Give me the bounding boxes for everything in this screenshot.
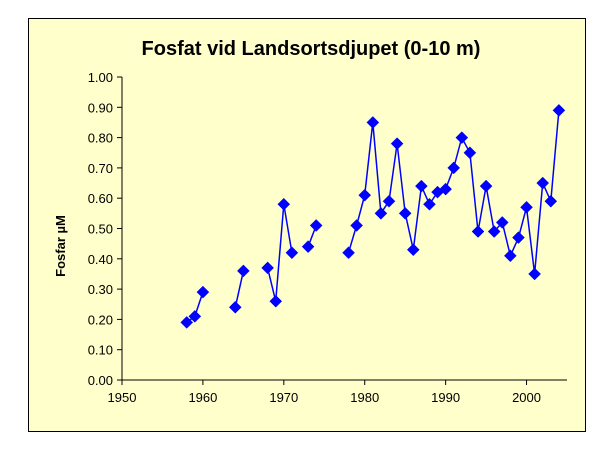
x-tick-label: 1990 (431, 390, 460, 405)
data-point-marker (504, 249, 517, 263)
data-point-marker (309, 219, 323, 232)
chart-frame: Fosfat vid Landsortsdjupet (0-10 m) Fosf… (28, 18, 586, 432)
y-tick-label: 0.40 (88, 252, 113, 267)
data-point-marker (269, 294, 283, 308)
x-tick-label: 1980 (350, 390, 379, 405)
series-line (266, 204, 293, 302)
data-point-marker (415, 179, 428, 193)
data-point-marker (237, 264, 250, 278)
data-point-marker (536, 176, 550, 190)
y-tick-labels: 0.00 0.10 0.20 0.30 0.40 0.50 0.60 0.70 0.80 0.90… (88, 70, 113, 388)
data-point-marker (463, 146, 477, 160)
data-point-marker (455, 131, 469, 144)
data-point-marker (342, 246, 355, 260)
data-point-marker (285, 246, 299, 260)
y-tick-label: 0.70 (88, 161, 113, 176)
chart: Fosfat vid Landsortsdjupet (0-10 m) Fosf… (53, 38, 567, 405)
x-tick-label: 2000 (512, 390, 541, 405)
data-point-marker (228, 300, 242, 314)
data-point-marker (552, 103, 566, 117)
data-point-marker (520, 200, 533, 214)
data-point-marker (350, 219, 363, 232)
y-tick-label: 0.90 (88, 100, 113, 115)
data-point-marker (390, 137, 404, 151)
y-axis-label: Fosfar µM (53, 215, 68, 277)
data-point-marker (406, 243, 420, 257)
data-point-marker (528, 267, 541, 281)
data-point-marker (277, 197, 291, 211)
data-point-marker (301, 240, 315, 254)
data-point-marker (196, 285, 210, 299)
y-tick-label: 0.80 (88, 131, 113, 146)
data-point-marker (544, 194, 558, 208)
y-tick-label: 0.60 (88, 191, 113, 206)
x-tick-label: 1950 (108, 390, 137, 405)
y-tick-label: 0.50 (88, 222, 113, 237)
y-tick-label: 0.10 (88, 343, 113, 358)
data-point-marker (439, 182, 452, 196)
data-point-marker (382, 194, 396, 208)
data-point-marker (374, 206, 388, 220)
data-point-marker (366, 116, 380, 129)
series-line (347, 110, 560, 274)
data-series (180, 103, 566, 329)
data-point-marker (398, 206, 412, 220)
y-tick-label: 0.20 (88, 312, 113, 327)
data-point-marker (423, 197, 436, 211)
axes (117, 76, 567, 385)
data-point-marker (180, 316, 194, 329)
data-point-marker (261, 261, 274, 275)
y-tick-label: 0.00 (88, 373, 113, 388)
x-tick-label: 1970 (269, 390, 298, 405)
data-point-marker (495, 216, 509, 229)
x-tick-label: 1960 (188, 390, 217, 405)
data-point-marker (471, 225, 485, 238)
data-point-marker (188, 310, 202, 323)
x-tick-labels: 1950 1960 1970 1980 1990 2000 (108, 390, 541, 405)
data-point-marker (447, 161, 461, 175)
y-tick-label: 1.00 (88, 70, 113, 85)
y-tick-label: 0.30 (88, 282, 113, 297)
data-point-marker (479, 179, 493, 193)
chart-title: Fosfat vid Landsortsdjupet (0-10 m) (142, 38, 481, 60)
data-point-marker (487, 225, 501, 238)
data-point-marker (358, 188, 372, 202)
data-point-marker (512, 231, 525, 244)
series-line (234, 270, 245, 308)
